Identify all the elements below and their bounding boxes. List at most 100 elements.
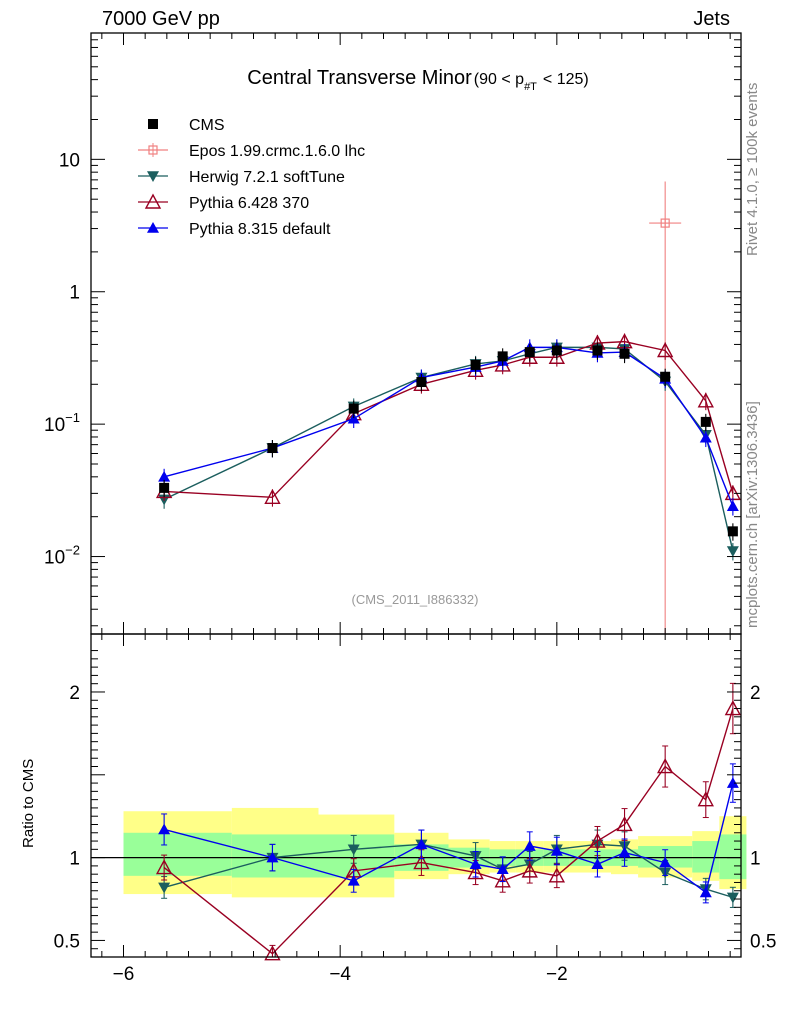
series-line-pythia-6-428-370 bbox=[164, 340, 734, 499]
chart-title-end: < 125) bbox=[543, 71, 589, 88]
y-tick-label-base: 10 bbox=[59, 150, 80, 171]
legend-label: Pythia 8.315 default bbox=[189, 221, 331, 238]
point-pythia-8-315-default bbox=[158, 470, 171, 482]
y-tick-label-base: 1 bbox=[69, 283, 80, 304]
ratio-point-herwig-7-2-1-softtune bbox=[158, 882, 171, 894]
ratio-point-pythia-6-428-370 bbox=[467, 864, 484, 880]
ratio-point-pythia-8-315-default bbox=[618, 846, 631, 858]
point-cms bbox=[619, 348, 630, 359]
chart-title-sub: #T bbox=[524, 81, 537, 93]
ratio-point-pythia-6-428-370 bbox=[589, 832, 606, 848]
legend-label: CMS bbox=[189, 117, 225, 134]
header-left: 7000 GeV pp bbox=[102, 8, 220, 30]
point-cms bbox=[700, 416, 711, 427]
legend-item: Epos 1.99.crmc.1.6.0 lhc bbox=[138, 143, 365, 160]
y-tick-label: 1 bbox=[69, 283, 80, 304]
y-tick-label-base: 10 bbox=[44, 415, 65, 436]
chart-title-main: Central Transverse Minor bbox=[247, 67, 472, 89]
point-cms bbox=[470, 359, 481, 370]
ratio-point-pythia-8-315-default bbox=[158, 823, 171, 835]
x-tick-label: −6 bbox=[113, 964, 135, 985]
legend-marker bbox=[148, 119, 158, 129]
ratio-point-pythia-6-428-370 bbox=[616, 816, 633, 832]
header-right: Jets bbox=[693, 8, 730, 30]
point-pythia-8-315-default bbox=[347, 412, 360, 424]
point-pythia-8-315-default bbox=[699, 431, 712, 443]
ratio-point-pythia-8-315-default bbox=[523, 840, 536, 851]
ratio-point-pythia-8-315-default bbox=[415, 838, 428, 850]
point-cms bbox=[727, 526, 738, 537]
point-pythia-6-428-370 bbox=[656, 342, 674, 358]
ratio-point-pythia-6-428-370 bbox=[697, 791, 714, 807]
point-cms bbox=[551, 345, 562, 356]
legend-item: Pythia 8.315 default bbox=[138, 221, 331, 238]
ratio-point-herwig-7-2-1-softtune bbox=[726, 892, 739, 904]
point-pythia-6-428-370 bbox=[697, 392, 714, 408]
ratio-y-tick-label-right: 1 bbox=[750, 849, 761, 870]
ratio-y-tick-label-right: 0.5 bbox=[750, 931, 776, 952]
y-tick-label: 10−2 bbox=[44, 543, 80, 569]
band-inner bbox=[123, 832, 232, 876]
ratio-point-pythia-8-315-default bbox=[699, 886, 712, 898]
y-tick-label-base: 10 bbox=[44, 548, 65, 569]
point-epos-1-99-crmc-1-6-0-lhc bbox=[660, 218, 670, 228]
point-cms bbox=[267, 443, 278, 454]
x-tick-label: −2 bbox=[546, 964, 568, 985]
chart-series bbox=[155, 181, 742, 961]
ratio-point-pythia-6-428-370 bbox=[413, 854, 430, 870]
ratio-point-pythia-6-428-370 bbox=[494, 872, 511, 888]
point-pythia-6-428-370 bbox=[264, 488, 281, 505]
chart-title: Central Transverse Minor (90 < p#T < 125) bbox=[247, 67, 588, 93]
ratio-point-pythia-8-315-default bbox=[726, 777, 739, 788]
point-cms bbox=[524, 347, 535, 358]
legend-marker bbox=[147, 171, 159, 182]
point-cms bbox=[592, 345, 603, 356]
ratio-point-pythia-8-315-default bbox=[469, 858, 482, 870]
ratio-y-tick-label-left: 0.5 bbox=[54, 931, 80, 952]
ratio-point-pythia-8-315-default bbox=[550, 844, 563, 856]
series-epos-1-99-crmc-1-6-0-lhc bbox=[649, 181, 682, 634]
ratio-point-pythia-8-315-default bbox=[591, 858, 604, 870]
legend-label: Epos 1.99.crmc.1.6.0 lhc bbox=[189, 143, 365, 160]
ratio-point-pythia-8-315-default bbox=[496, 863, 509, 875]
ratio-uncertainty-bands bbox=[91, 807, 747, 898]
y-tick-label-exponent: −1 bbox=[65, 410, 80, 425]
legend-item: Pythia 6.428 370 bbox=[138, 193, 309, 212]
ratio-point-herwig-7-2-1-softtune bbox=[347, 844, 360, 856]
y-tick-label-exponent: −2 bbox=[65, 543, 80, 558]
legend-marker bbox=[148, 145, 158, 155]
ratio-point-pythia-6-428-370 bbox=[155, 859, 173, 875]
legend-label: Herwig 7.2.1 softTune bbox=[189, 169, 345, 186]
watermark: (CMS_2011_I886332) bbox=[352, 592, 479, 607]
legend-marker bbox=[147, 222, 159, 233]
legend: CMS Epos 1.99.crmc.1.6.0 lhc Herwig 7.2.1 … bbox=[138, 117, 365, 238]
point-cms bbox=[159, 482, 170, 493]
chart-title-cut: (90 < p bbox=[474, 71, 524, 88]
ratio-frame bbox=[90, 633, 742, 958]
point-pythia-8-315-default bbox=[726, 500, 739, 512]
point-cms bbox=[660, 371, 671, 382]
band-inner bbox=[719, 834, 747, 880]
legend-item: CMS bbox=[148, 117, 225, 134]
point-cms bbox=[497, 351, 508, 362]
y-tick-label: 10 bbox=[59, 150, 80, 171]
ratio-y-tick-label-right: 2 bbox=[750, 683, 761, 704]
legend-item: Herwig 7.2.1 softTune bbox=[138, 169, 345, 186]
ratio-y-tick-label-left: 1 bbox=[69, 849, 80, 870]
ratio-point-pythia-8-315-default bbox=[659, 856, 672, 868]
ratio-point-pythia-6-428-370 bbox=[264, 945, 281, 961]
y-tick-label: 10−1 bbox=[44, 410, 80, 436]
ratio-point-pythia-6-428-370 bbox=[548, 867, 566, 883]
point-cms bbox=[416, 377, 427, 388]
legend-marker bbox=[144, 193, 162, 209]
ratio-point-pythia-8-315-default bbox=[266, 851, 279, 863]
ratio-point-pythia-6-428-370 bbox=[656, 758, 674, 774]
point-pythia-6-428-370 bbox=[548, 348, 566, 364]
series-pythia-8-315-default bbox=[158, 339, 739, 516]
point-herwig-7-2-1-softtune bbox=[726, 546, 739, 558]
ratio-point-pythia-8-315-default bbox=[347, 874, 360, 886]
x-tick-label: −4 bbox=[329, 964, 351, 985]
ratio-y-tick-label-left: 2 bbox=[69, 683, 80, 704]
